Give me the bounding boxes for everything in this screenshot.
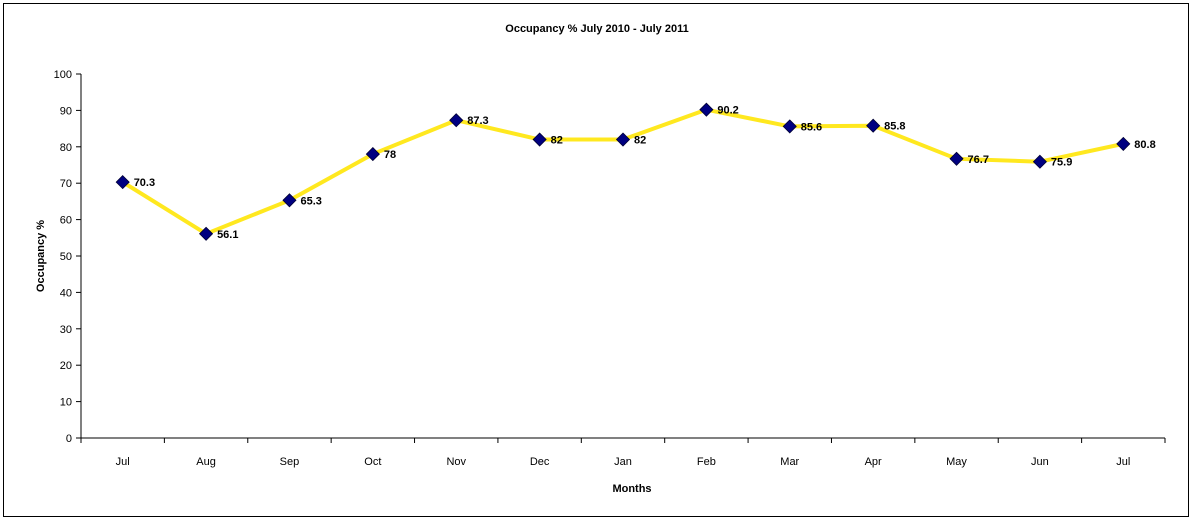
data-point-marker xyxy=(282,193,297,208)
data-point-marker xyxy=(949,151,964,166)
x-tick-label: May xyxy=(946,456,967,468)
data-label: 75.9 xyxy=(1051,157,1072,169)
data-point-marker xyxy=(1116,136,1131,151)
chart-title: Occupancy % July 2010 - July 2011 xyxy=(505,23,688,35)
data-point-marker xyxy=(449,113,464,128)
y-tick-label: 70 xyxy=(60,178,72,190)
y-tick-label: 20 xyxy=(60,360,72,372)
x-tick-label: Jun xyxy=(1031,456,1049,468)
data-label: 56.1 xyxy=(217,229,238,241)
data-label: 82 xyxy=(634,135,646,147)
x-tick-label: Jul xyxy=(116,456,130,468)
series-line xyxy=(120,107,1126,236)
data-label: 85.8 xyxy=(884,121,905,133)
x-tick-label: Mar xyxy=(780,456,799,468)
x-tick-label: Nov xyxy=(446,456,466,468)
x-tick-label: Feb xyxy=(697,456,716,468)
data-label: 85.6 xyxy=(801,121,822,133)
x-tick-label: Oct xyxy=(364,456,381,468)
x-tick-label: Aug xyxy=(196,456,216,468)
data-point-marker xyxy=(866,118,881,133)
y-tick-label: 0 xyxy=(66,433,72,445)
x-tick-label: Jul xyxy=(1116,456,1130,468)
x-tick-label: Sep xyxy=(280,456,300,468)
y-tick-label: 100 xyxy=(54,69,72,81)
y-tick-label: 40 xyxy=(60,287,72,299)
y-tick-label: 90 xyxy=(60,105,72,117)
data-label: 90.2 xyxy=(717,105,738,117)
data-label: 70.3 xyxy=(134,177,155,189)
y-axis-title: Occupancy % xyxy=(35,220,47,292)
data-point-marker xyxy=(699,102,714,117)
data-label: 65.3 xyxy=(300,195,321,207)
data-point-marker xyxy=(365,147,380,162)
data-label: 78 xyxy=(384,149,396,161)
data-label: 87.3 xyxy=(467,115,488,127)
y-tick-label: 50 xyxy=(60,251,72,263)
x-tick-label: Jan xyxy=(614,456,632,468)
x-axis-title: Months xyxy=(612,483,651,495)
data-labels: 70.3 56.1 65.3 78 87.3 82 82 90.2 85.6 85.8 76.7 75… xyxy=(134,105,1156,241)
data-label: 82 xyxy=(551,135,563,147)
x-tick-label: Apr xyxy=(865,456,882,468)
y-tick-label: 60 xyxy=(60,215,72,227)
y-tick-label: 10 xyxy=(60,397,72,409)
data-point-marker xyxy=(1032,154,1047,169)
data-label: 80.8 xyxy=(1134,139,1155,151)
data-point-marker xyxy=(532,132,547,147)
y-tick-label: 80 xyxy=(60,142,72,154)
data-label: 76.7 xyxy=(968,154,989,166)
data-point-marker xyxy=(782,119,797,134)
y-tick-label: 30 xyxy=(60,324,72,336)
series-occupancy xyxy=(115,102,1131,241)
chart-frame xyxy=(3,3,1189,517)
y-axis-ticks: 0 10 20 30 40 50 60 70 80 90 100 xyxy=(54,69,81,445)
data-point-marker xyxy=(115,175,130,190)
data-point-marker xyxy=(199,226,214,241)
x-axis-ticks: Jul Aug Sep Oct Nov Dec Jan Feb Mar Apr May Jun Jul xyxy=(80,438,1166,468)
data-point-marker xyxy=(615,132,631,147)
x-tick-label: Dec xyxy=(530,456,550,468)
